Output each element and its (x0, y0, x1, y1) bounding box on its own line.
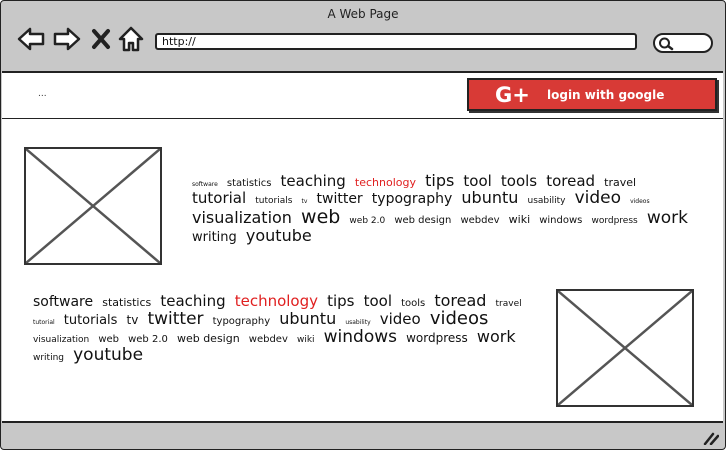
tag-link[interactable]: tutorials (255, 195, 293, 206)
tag-link[interactable]: wiki (508, 212, 531, 226)
navigation-bar: http:// (1, 23, 725, 69)
tag-link[interactable]: tools (500, 172, 538, 190)
tag-link[interactable]: web 2.0 (128, 333, 168, 345)
tag-link[interactable]: youtube (245, 225, 312, 245)
tag-link[interactable]: statistics (226, 178, 272, 189)
image-placeholder-icon (558, 291, 692, 405)
tag-link[interactable]: teaching (280, 172, 346, 190)
tag-link[interactable]: video (574, 187, 621, 208)
close-icon[interactable] (91, 25, 111, 53)
tag-link[interactable]: videos (429, 307, 489, 329)
image-placeholder-icon (26, 149, 160, 263)
tag-link[interactable]: wordpress (406, 330, 468, 345)
tag-link[interactable]: travel (495, 299, 522, 309)
image-placeholder-right (556, 289, 694, 407)
tag-link[interactable]: statistics (102, 296, 152, 309)
tag-link[interactable]: typography (212, 315, 271, 327)
tag-link[interactable]: ubuntu (461, 187, 519, 207)
tag-link[interactable]: web (301, 205, 341, 228)
tag-link[interactable]: work (646, 207, 688, 228)
tag-link[interactable]: wordpress (591, 215, 638, 226)
header-strip: ... G+ login with google (2, 73, 723, 119)
tag-link[interactable]: travel (604, 176, 637, 189)
tag-link[interactable]: software (192, 181, 218, 188)
tag-link[interactable]: windows (539, 214, 583, 226)
tag-cloud-top: software statistics teaching technology … (192, 171, 702, 245)
tag-link[interactable]: toread (546, 172, 596, 190)
tag-link[interactable]: web (98, 333, 119, 345)
back-arrow-icon[interactable] (17, 25, 45, 53)
home-icon[interactable] (117, 25, 145, 53)
tag-link[interactable]: tutorial (192, 188, 247, 207)
tag-link[interactable]: tips (327, 292, 355, 310)
image-placeholder-left (24, 147, 162, 265)
tag-link[interactable]: youtube (73, 344, 144, 365)
search-icon (659, 37, 674, 51)
tag-link[interactable]: toread (434, 291, 487, 310)
tag-link[interactable]: work (476, 326, 516, 346)
tag-link[interactable]: tools (401, 298, 426, 309)
resize-grip-icon[interactable] (703, 431, 719, 445)
tag-link[interactable]: videos (630, 197, 650, 205)
header-ellipsis: ... (38, 89, 47, 99)
url-input[interactable]: http:// (155, 33, 637, 50)
tag-link[interactable]: technology (234, 292, 319, 310)
tag-link[interactable]: webdev (460, 214, 500, 226)
tag-link[interactable]: web 2.0 (349, 215, 386, 226)
tag-link[interactable]: video (379, 309, 421, 328)
tag-link[interactable]: writing (33, 352, 65, 363)
login-with-google-button[interactable]: G+ login with google (467, 78, 717, 111)
tag-link[interactable]: tips (425, 171, 455, 190)
tag-link[interactable]: tv (126, 312, 139, 327)
tag-link[interactable]: software (33, 294, 94, 310)
tag-link[interactable]: technology (354, 176, 416, 189)
search-input[interactable] (653, 33, 713, 53)
tag-link[interactable]: tool (463, 172, 492, 190)
tag-link[interactable]: tutorial (33, 318, 55, 326)
tag-link[interactable]: ubuntu (279, 308, 337, 328)
page-content: ... G+ login with google software statis… (2, 71, 723, 423)
tag-link[interactable]: usability (345, 318, 371, 326)
tag-link[interactable]: twitter (316, 190, 363, 207)
status-bar (1, 425, 725, 449)
tag-link[interactable]: visualization (192, 207, 292, 227)
tag-link[interactable]: twitter (147, 308, 204, 329)
tag-link[interactable]: visualization (33, 334, 90, 345)
tag-link[interactable]: web design (394, 214, 452, 226)
window-title: A Web Page (327, 7, 399, 21)
tag-link[interactable]: writing (192, 229, 237, 245)
tag-link[interactable]: wiki (296, 334, 315, 345)
tag-link[interactable]: web design (176, 331, 240, 345)
tag-link[interactable]: windows (323, 326, 398, 347)
tag-link[interactable]: usability (527, 195, 566, 206)
tag-link[interactable]: typography (371, 190, 453, 207)
tag-link[interactable]: tool (363, 292, 392, 310)
google-plus-icon: G+ (495, 83, 530, 107)
tag-cloud-bottom: software statistics teaching technology … (33, 291, 533, 365)
forward-arrow-icon[interactable] (53, 25, 81, 53)
tag-link[interactable]: teaching (160, 292, 226, 310)
tag-link[interactable]: tv (301, 197, 308, 205)
tag-link[interactable]: webdev (248, 333, 288, 345)
login-button-label: login with google (547, 88, 665, 102)
tag-link[interactable]: tutorials (63, 312, 118, 328)
